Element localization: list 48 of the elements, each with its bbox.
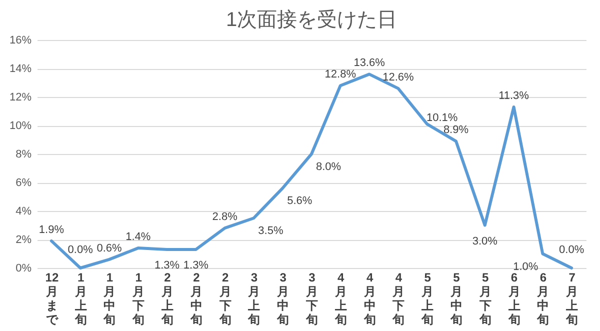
- x-tick-label: 2月中旬: [189, 270, 202, 326]
- data-label: 12.8%: [324, 68, 356, 81]
- y-tick-label: 14%: [9, 63, 32, 75]
- data-label: 2.8%: [212, 211, 238, 224]
- data-label: 12.6%: [382, 71, 414, 84]
- x-tick-label: 3月上旬: [247, 270, 260, 326]
- data-label: 1.3%: [154, 259, 180, 272]
- x-tick-label: 5月上旬: [420, 270, 434, 326]
- data-label: 0.0%: [68, 244, 94, 256]
- data-label: 3.0%: [472, 235, 498, 248]
- y-tick-label: 8%: [16, 148, 32, 160]
- data-label: 1.9%: [38, 224, 64, 236]
- x-tick-label: 5月中旬: [449, 270, 462, 326]
- data-label: 5.6%: [287, 195, 312, 208]
- x-tick-label: 6月上旬: [507, 270, 520, 326]
- data-label: 10.1%: [426, 112, 458, 124]
- data-label: 13.6%: [354, 57, 386, 70]
- y-tick-label: 4%: [16, 206, 32, 218]
- x-tick-label: 7月上旬: [565, 270, 578, 326]
- y-tick-label: 6%: [16, 177, 32, 189]
- y-tick-label: 2%: [16, 234, 32, 246]
- data-label: 8.9%: [443, 124, 469, 136]
- y-tick-label: 16%: [9, 34, 32, 46]
- x-tick-label: 1月中旬: [102, 270, 116, 326]
- x-tick-label: 1月上旬: [74, 270, 87, 326]
- data-label: 1.3%: [183, 259, 209, 272]
- data-label: 11.3%: [498, 90, 530, 102]
- data-label: 8.0%: [316, 161, 342, 173]
- data-label: 1.0%: [513, 260, 538, 273]
- x-tick-label: 4月上旬: [334, 270, 347, 326]
- data-label: 0.0%: [559, 244, 584, 256]
- x-tick-label: 3月中旬: [276, 270, 290, 326]
- x-tick-label: 4月中旬: [362, 270, 376, 326]
- data-label: 1.4%: [126, 231, 151, 244]
- chart-title: 1次面接を受けた日: [226, 9, 398, 31]
- x-tick-label: 3月下旬: [305, 270, 318, 326]
- x-tick-label: 2月下旬: [218, 270, 232, 326]
- x-tick-label: 12月まで: [44, 270, 59, 326]
- x-tick-label: 2月上旬: [160, 270, 174, 326]
- y-tick-label: 10%: [9, 120, 32, 132]
- x-tick-label: 1月下旬: [132, 270, 145, 326]
- data-label: 0.6%: [96, 242, 122, 254]
- x-tick-label: 6月中旬: [536, 270, 550, 326]
- data-label: 3.5%: [258, 225, 284, 238]
- y-tick-label: 12%: [9, 92, 32, 104]
- y-tick-label: 0%: [16, 262, 32, 274]
- x-tick-label: 5月下旬: [478, 270, 492, 326]
- x-tick-label: 4月下旬: [392, 270, 405, 326]
